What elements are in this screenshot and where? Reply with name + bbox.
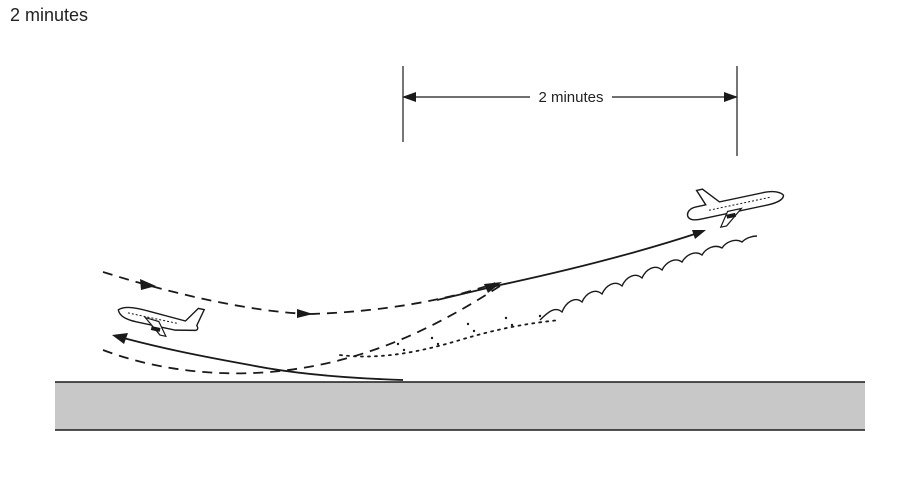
vortex-dots xyxy=(396,314,542,352)
wake-vortex-trail xyxy=(539,235,758,321)
dimension-label: 2 minutes xyxy=(538,89,603,106)
climb-arrowhead-mid xyxy=(484,282,502,293)
airplane-landing-icon xyxy=(117,306,206,338)
figure-caption: 2 minutes xyxy=(10,5,89,25)
runway-ground xyxy=(55,381,865,431)
climb-arrowhead-end xyxy=(692,230,706,239)
vortex-dotted-path xyxy=(339,319,561,358)
approach-path-dashed xyxy=(102,271,496,315)
airplane-departing-icon xyxy=(686,188,785,229)
approach-arrow-1 xyxy=(140,279,156,290)
climb-solid-path xyxy=(436,232,699,301)
time-dimension: 2 minutes xyxy=(402,66,738,156)
takeoff-solid-path xyxy=(115,335,404,381)
lower-dashed-path xyxy=(102,285,501,375)
approach-arrow-2 xyxy=(297,309,313,318)
takeoff-arrowhead xyxy=(112,333,128,344)
